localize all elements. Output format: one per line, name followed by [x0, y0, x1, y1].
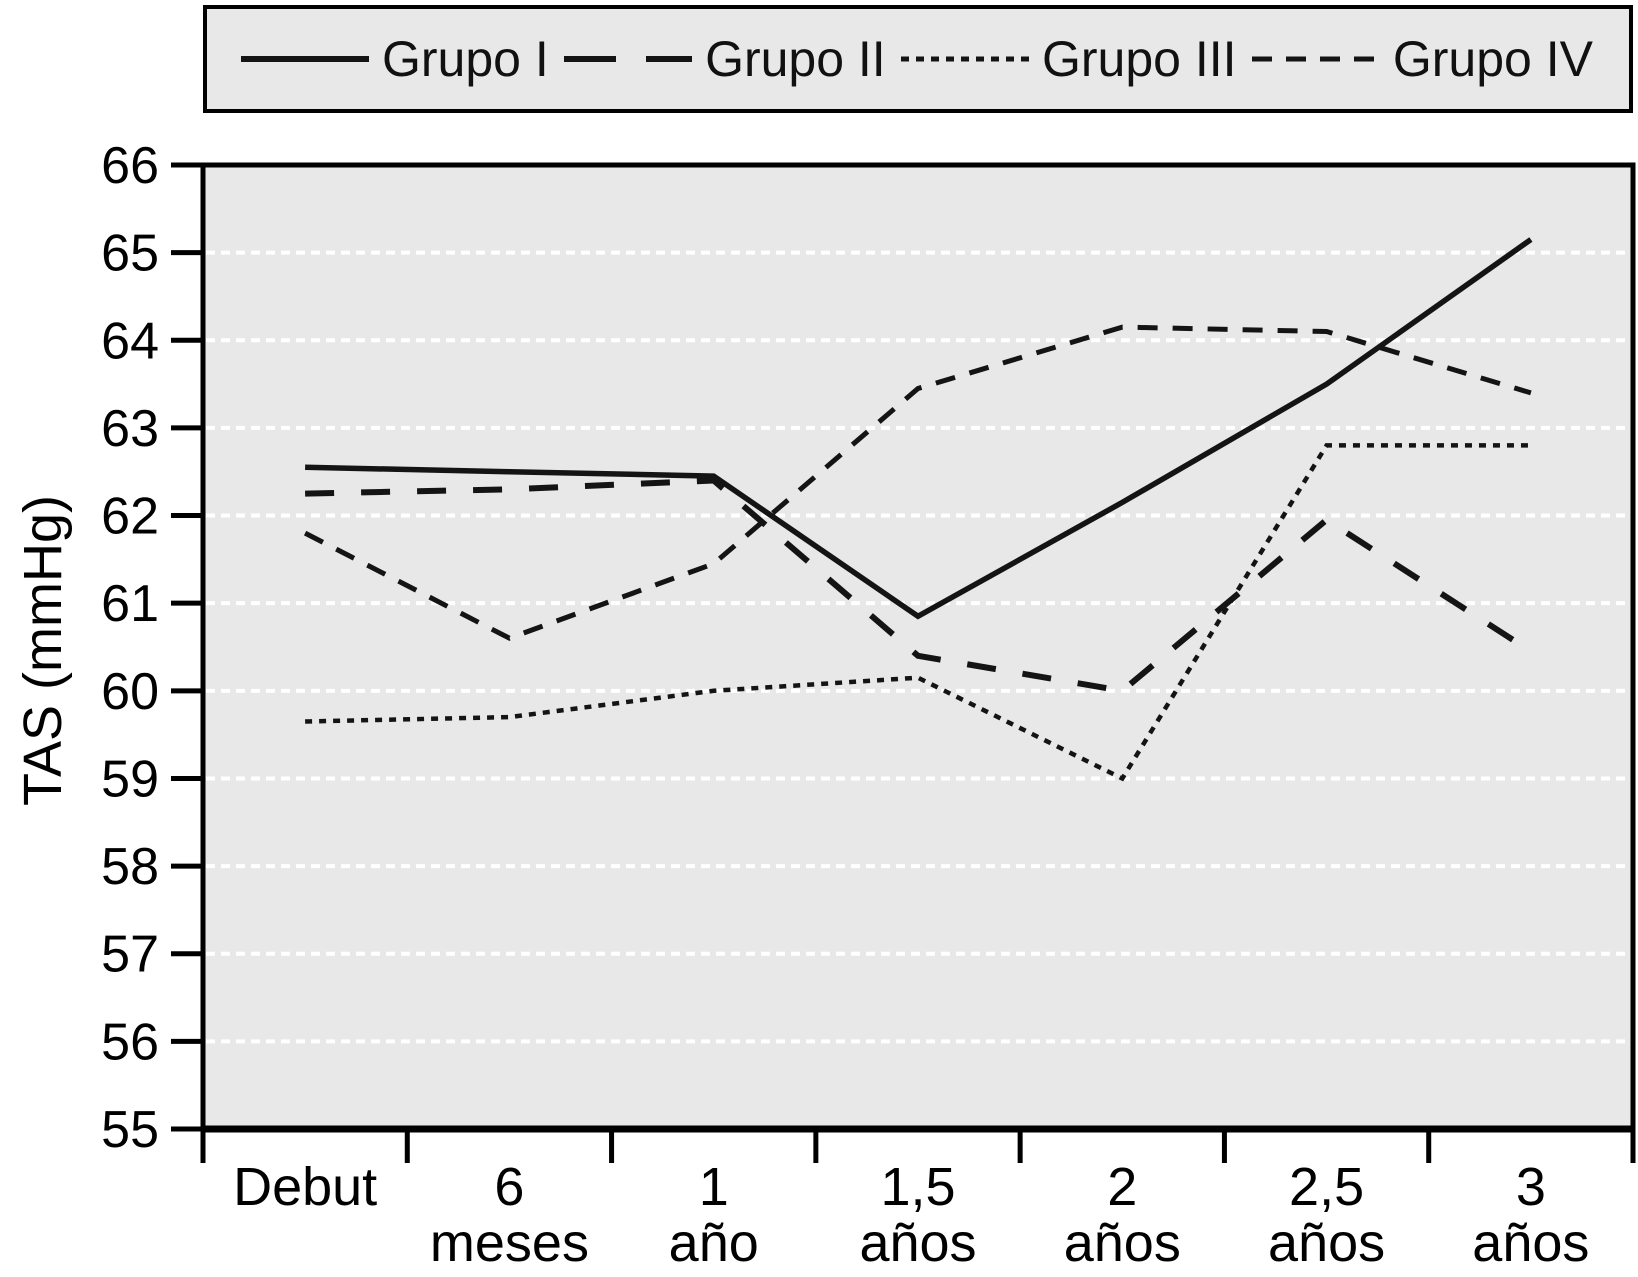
legend-sample-grupo-iii: [901, 56, 1030, 62]
x-tick-label-2,5-años: 2,5 años: [1268, 1157, 1385, 1273]
y-tick-label-59: 59: [101, 750, 159, 808]
y-tick-label-66: 66: [101, 137, 159, 195]
series-line-grupo-ii: [305, 477, 1533, 694]
y-tick-label-57: 57: [101, 926, 159, 984]
legend-sample-grupo-iv: [1251, 56, 1380, 62]
plot-area: [203, 165, 1633, 1129]
x-tick-label-debut: Debut: [233, 1157, 377, 1217]
y-tick-label-56: 56: [101, 1013, 159, 1071]
y-tick-label-55: 55: [101, 1101, 159, 1159]
y-tick-label-65: 65: [101, 225, 159, 283]
legend-label-grupo-iv: Grupo IV: [1392, 31, 1593, 87]
x-tick-label-1-año: 1 año: [669, 1157, 759, 1273]
legend-item-grupo-i: Grupo I: [241, 34, 549, 84]
series-line-grupo-iv: [303, 324, 1532, 641]
legend-label-grupo-iii: Grupo III: [1042, 31, 1237, 87]
y-tick-label-63: 63: [101, 400, 159, 458]
y-tick-label-60: 60: [101, 663, 159, 721]
y-tick-label-62: 62: [101, 488, 159, 546]
legend-item-grupo-ii: Grupo II: [564, 34, 886, 84]
x-tick-label-1,5-años: 1,5 años: [859, 1157, 976, 1273]
legend-sample-grupo-i: [241, 56, 369, 62]
x-tick-label-3-años: 3 años: [1472, 1157, 1589, 1273]
legend-item-grupo-iv: Grupo IV: [1251, 31, 1593, 87]
legend-sample-grupo-ii: [564, 56, 693, 62]
legend: Grupo I Grupo II Grupo III Grupo IV: [203, 5, 1633, 113]
x-tick-label-6-meses: 6 meses: [430, 1157, 589, 1273]
x-tick-label-2-años: 2 años: [1064, 1157, 1181, 1273]
legend-label-grupo-ii: Grupo II: [705, 31, 886, 87]
legend-label-grupo-i: Grupo I: [382, 31, 549, 87]
y-tick-label-58: 58: [101, 838, 159, 896]
series-line-grupo-i: [305, 237, 1533, 620]
y-tick-label-61: 61: [101, 575, 159, 633]
legend-item-grupo-iii: Grupo III: [901, 34, 1237, 84]
y-tick-label-64: 64: [101, 312, 159, 370]
series-line-grupo-iii: [305, 443, 1531, 782]
